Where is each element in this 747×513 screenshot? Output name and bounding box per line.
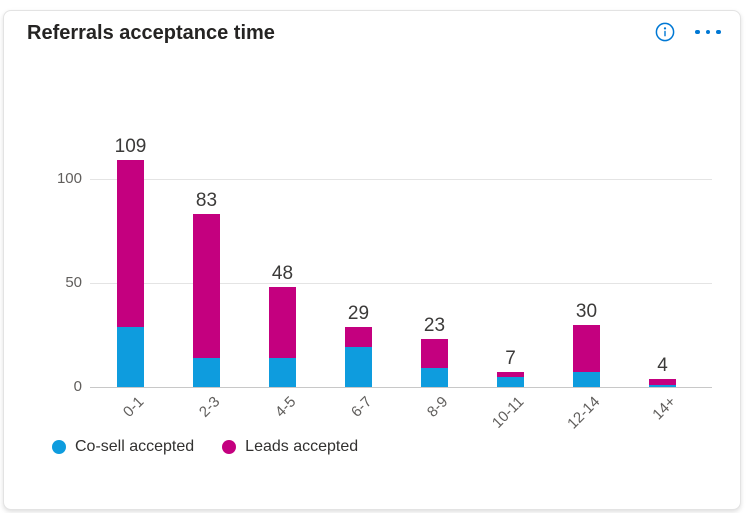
bar-segment-leads[interactable] (345, 326, 372, 348)
info-button[interactable] (651, 18, 679, 46)
bar-total-label: 109 (114, 135, 147, 157)
card-title: Referrals acceptance time (27, 22, 275, 44)
info-icon (655, 22, 675, 42)
y-axis-tick-label: 0 (73, 378, 82, 395)
y-axis-tick-label: 100 (56, 169, 82, 187)
more-options-button[interactable] (694, 18, 722, 46)
bar-segment-cosell[interactable] (497, 376, 524, 387)
x-axis-label: 8-9 (423, 393, 451, 421)
bar-total-label: 30 (575, 300, 598, 322)
bar-segment-cosell[interactable] (269, 357, 296, 387)
bar-total-label: 4 (657, 354, 668, 376)
bar-segment-leads[interactable] (573, 324, 600, 373)
bar-segment-leads[interactable] (269, 287, 296, 358)
ellipsis-icon (695, 29, 721, 35)
bar-segment-cosell[interactable] (345, 347, 372, 387)
legend-item-leads[interactable]: Leads accepted (222, 437, 358, 457)
x-axis-label: 14+ (648, 393, 679, 424)
legend-label: Co-sell accepted (75, 438, 195, 455)
x-axis-label: 10-11 (488, 393, 527, 432)
referrals-acceptance-card: Referrals acceptance time 0 50 100 109 0-1 83… (3, 10, 741, 510)
bar-segment-leads[interactable] (117, 159, 144, 327)
bar-total-label: 23 (423, 315, 446, 337)
bar-total-label: 29 (347, 302, 370, 324)
legend-swatch-icon (222, 440, 237, 454)
bar-segment-leads[interactable] (649, 378, 676, 385)
stacked-bar-chart: 0 50 100 109 0-1 83 2-3 48 4-5 29 6-7 23 8-9 7 10-11 30… (4, 11, 740, 509)
gridline-50 (90, 282, 712, 284)
gridline-100 (90, 178, 712, 180)
chart-legend: Co-sell accepted Leads accepted (52, 435, 358, 459)
x-axis-line (90, 387, 712, 388)
bar-segment-leads[interactable] (421, 339, 448, 369)
bar-total-label: 83 (195, 190, 218, 212)
bar-segment-cosell[interactable] (573, 372, 600, 387)
bar-segment-leads[interactable] (193, 214, 220, 358)
y-axis-tick-label: 50 (65, 273, 82, 291)
bar-segment-cosell[interactable] (421, 368, 448, 387)
bar-segment-cosell[interactable] (193, 357, 220, 387)
bar-segment-cosell[interactable] (117, 326, 144, 387)
legend-swatch-icon (52, 440, 66, 454)
bar-segment-cosell[interactable] (649, 384, 676, 387)
x-axis-label: 12-14 (563, 393, 603, 433)
bar-total-label: 7 (505, 348, 516, 370)
bar-segment-leads[interactable] (497, 372, 524, 377)
bar-total-label: 48 (271, 263, 294, 285)
legend-item-cosell[interactable]: Co-sell accepted (52, 437, 194, 457)
legend-label: Leads accepted (245, 438, 359, 455)
